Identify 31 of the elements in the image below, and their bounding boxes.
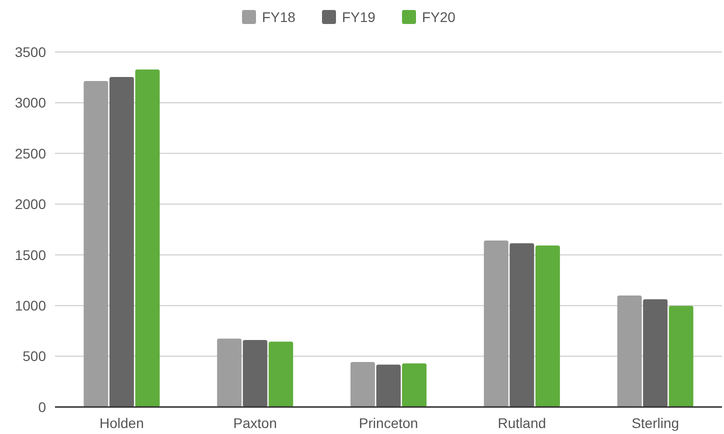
x-tick-label: Paxton <box>233 415 277 431</box>
bar <box>376 364 401 407</box>
bar <box>217 338 242 407</box>
bar <box>268 342 294 407</box>
y-tick-label: 2000 <box>14 196 46 212</box>
x-tick-label: Sterling <box>632 415 680 431</box>
bar <box>668 306 694 407</box>
legend-label: FY18 <box>262 8 296 25</box>
bar <box>617 296 642 407</box>
y-tick-label: 3500 <box>14 44 46 60</box>
y-tick-label: 500 <box>22 348 46 364</box>
y-tick-label: 1000 <box>14 297 46 314</box>
y-tick-label: 3000 <box>14 94 46 111</box>
legend-label: FY20 <box>422 8 456 25</box>
x-tick-label: Princeton <box>358 415 418 431</box>
bar <box>84 81 108 407</box>
y-tick-label: 2500 <box>14 145 46 162</box>
bar <box>135 69 160 407</box>
bar <box>535 246 560 407</box>
bar <box>350 362 375 407</box>
bar <box>510 243 534 407</box>
bar <box>109 77 134 407</box>
x-tick-label: Rutland <box>498 415 546 431</box>
bar <box>643 299 668 407</box>
x-tick-label: Holden <box>100 415 144 431</box>
y-tick-label: 1500 <box>14 246 46 263</box>
bar <box>402 363 427 407</box>
bar <box>242 340 268 407</box>
bar <box>484 240 508 407</box>
y-tick-label: 0 <box>38 398 46 415</box>
legend-label: FY19 <box>342 8 376 25</box>
